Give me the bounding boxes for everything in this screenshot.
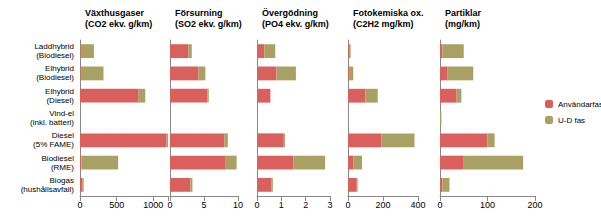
svg-text:Försurning: Försurning [175, 8, 223, 18]
svg-text:Laddhybrid: Laddhybrid [34, 42, 74, 51]
svg-text:Vind-el: Vind-el [49, 109, 74, 118]
svg-text:(Biodiesel): (Biodiesel) [36, 51, 74, 60]
svg-text:200: 200 [375, 200, 390, 210]
svg-text:(CO2 ekv. g/km): (CO2 ekv. g/km) [85, 19, 152, 29]
svg-text:(RME): (RME) [51, 163, 74, 172]
svg-text:0: 0 [77, 200, 82, 210]
svg-text:Användarfas: Användarfas [558, 100, 601, 109]
svg-text:Diesel: Diesel [52, 131, 74, 140]
svg-text:10: 10 [233, 200, 243, 210]
svg-text:(Biodiesel): (Biodiesel) [36, 73, 74, 82]
svg-text:Partiklar: Partiklar [445, 8, 482, 18]
svg-text:500: 500 [109, 200, 124, 210]
svg-text:5: 5 [201, 200, 206, 210]
svg-text:U-D fas: U-D fas [558, 116, 585, 125]
svg-text:(PO4 ekv. g/km): (PO4 ekv. g/km) [262, 19, 329, 29]
svg-text:Växthusgaser: Växthusgaser [85, 8, 145, 18]
svg-text:Övergödning: Övergödning [262, 8, 318, 18]
svg-text:Elhybrid: Elhybrid [45, 87, 74, 96]
svg-text:2: 2 [303, 200, 308, 210]
svg-text:1: 1 [279, 200, 284, 210]
svg-text:(5% FAME): (5% FAME) [33, 140, 74, 149]
svg-text:400: 400 [410, 200, 425, 210]
svg-text:100: 100 [480, 200, 495, 210]
svg-text:0: 0 [254, 200, 259, 210]
svg-text:Fotokemiska ox.: Fotokemiska ox. [353, 8, 424, 18]
svg-text:(mg/km): (mg/km) [445, 19, 480, 29]
svg-text:1000: 1000 [143, 200, 163, 210]
svg-text:(SO2 ekv. g/km): (SO2 ekv. g/km) [175, 19, 242, 29]
svg-text:3: 3 [327, 200, 332, 210]
svg-text:Biodiesel: Biodiesel [42, 154, 75, 163]
svg-text:Elhybrid: Elhybrid [45, 64, 74, 73]
svg-text:(hushållsavfall): (hushållsavfall) [21, 185, 75, 194]
svg-text:200: 200 [527, 200, 542, 210]
svg-text:Biogas: Biogas [50, 176, 74, 185]
svg-text:(Diesel): (Diesel) [46, 96, 74, 105]
svg-text:(inkl. batteri): (inkl. batteri) [30, 118, 74, 127]
svg-text:0: 0 [167, 200, 172, 210]
svg-text:0: 0 [345, 200, 350, 210]
svg-text:0: 0 [437, 200, 442, 210]
svg-text:(C2H2 mg/km): (C2H2 mg/km) [353, 19, 414, 29]
